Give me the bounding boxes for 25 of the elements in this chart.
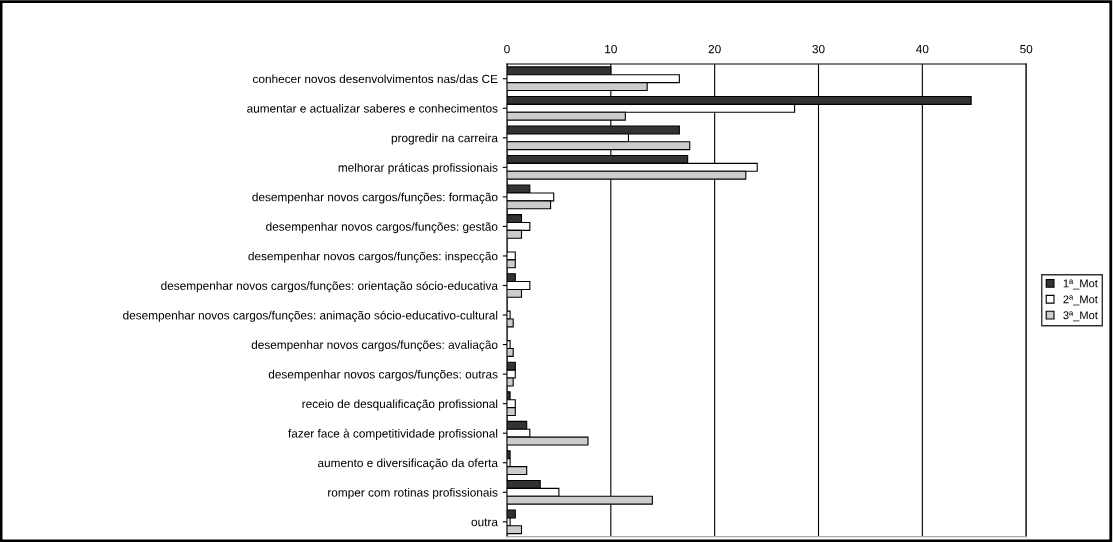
y-tick-label: aumentar e actualizar saberes e conhecimentos xyxy=(247,103,498,113)
y-tick-label: desempenhar novos cargos/funções: formação xyxy=(252,192,498,204)
y-tick-label: romper com rotinas profissionais xyxy=(328,487,498,499)
legend-label: 2ª_Mot xyxy=(1063,295,1098,306)
y-tick-label: receio de desqualificação profissional xyxy=(302,399,498,411)
y-tick-label: melhorar práticas profissionais xyxy=(338,163,498,175)
y-tick-label: progredir na carreira xyxy=(391,133,498,145)
y-tick-label: desempenhar novos cargos/funções: gestão xyxy=(266,222,498,234)
y-tick-label: fazer face à competitividade profissional xyxy=(288,428,498,440)
x-tick-label: 10 xyxy=(605,44,617,54)
x-tick-label: 30 xyxy=(812,44,825,54)
x-tick-label: 50 xyxy=(1020,44,1033,54)
x-tick-label: 20 xyxy=(708,44,721,54)
y-tick-label: desempenhar novos cargos/funções: orientação sócio-educativa xyxy=(161,281,498,293)
y-tick-label: desempenhar novos cargos/funções: avaliação xyxy=(251,340,498,352)
legend-label: 3ª_Mot xyxy=(1063,311,1098,322)
y-tick-label: outra xyxy=(471,518,498,527)
x-tick-label: 40 xyxy=(916,44,929,54)
x-tick-label: 0 xyxy=(504,44,510,54)
y-tick-label: aumento e diversificação da oferta xyxy=(317,458,498,470)
y-tick-label: conhecer novos desenvolvimentos nas/das CE xyxy=(253,74,498,84)
legend-label: 1ª_Mot xyxy=(1063,279,1098,290)
y-tick-label: desempenhar novos cargos/funções: inspecção xyxy=(248,251,498,263)
y-tick-label: desempenhar novos cargos/funções: animação sócio-educativo-cultural xyxy=(123,310,498,322)
y-tick-label: desempenhar novos cargos/funções: outras xyxy=(268,369,498,381)
